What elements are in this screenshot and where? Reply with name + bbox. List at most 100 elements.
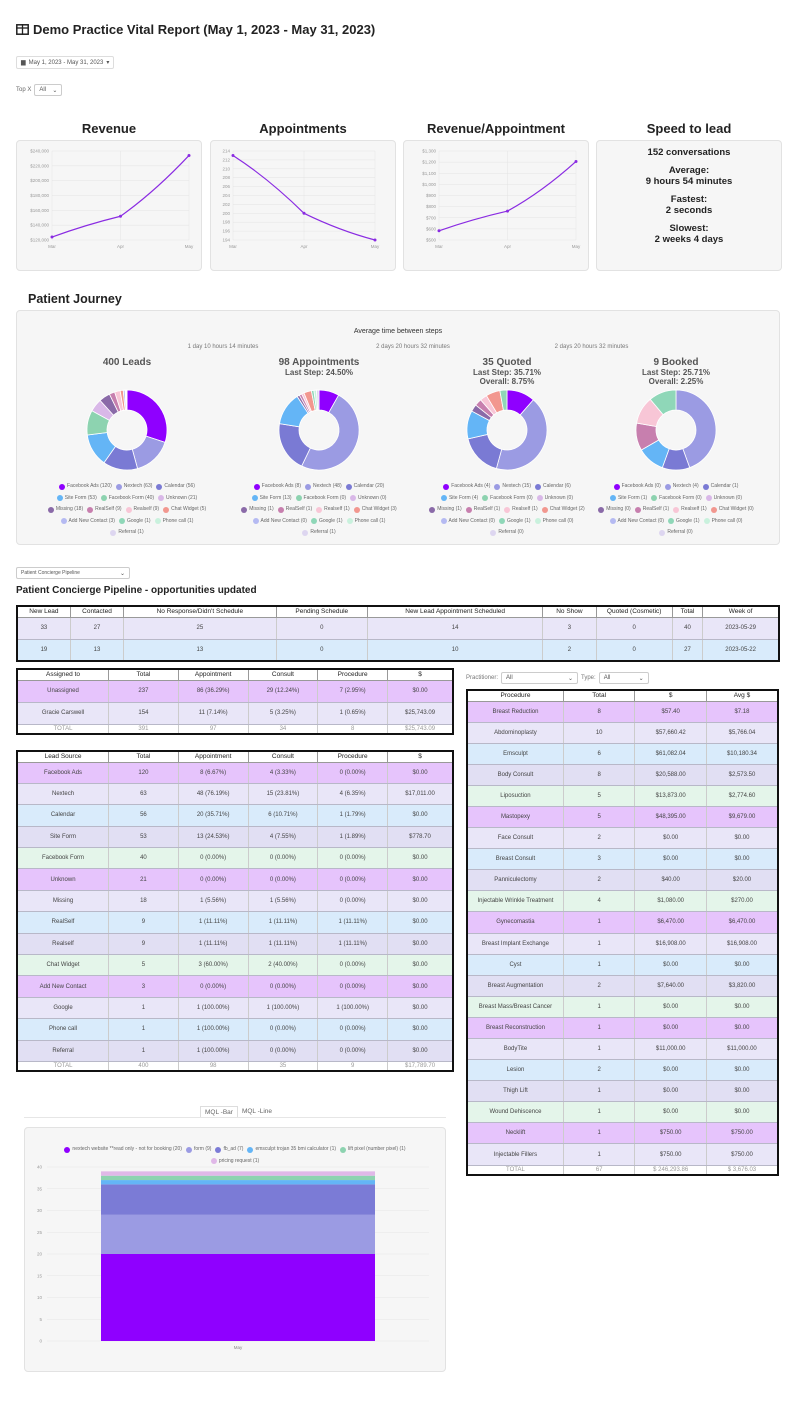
- legend-item[interactable]: Realself (1): [504, 505, 538, 514]
- step-title: 35 Quoted: [482, 357, 532, 368]
- legend-item[interactable]: Missing (18): [47, 505, 83, 514]
- legend-item[interactable]: Facebook Ads (120): [59, 482, 112, 491]
- legend-item[interactable]: Calendar (20): [345, 482, 384, 491]
- legend-item[interactable]: Missing (0): [598, 505, 631, 514]
- legend-item[interactable]: Nextech (15): [494, 482, 531, 491]
- legend-item[interactable]: Nextech (4): [664, 482, 699, 491]
- legend-item[interactable]: Facebook Form (0): [482, 494, 533, 503]
- legend-item[interactable]: Nextech (48): [304, 482, 342, 491]
- table-cell: 5: [562, 806, 636, 829]
- funnel-step: 35 Quoted Last Step: 35.71% Overall: 8.75%…: [412, 357, 602, 540]
- legend-item[interactable]: emsculpt trojan 35 bmi calculator (1): [247, 1145, 336, 1154]
- legend-item[interactable]: lift pixel (number pixel) (1): [340, 1145, 406, 1154]
- legend-item[interactable]: Add New Contact (3): [60, 517, 115, 526]
- legend-item[interactable]: Site Form (13): [251, 494, 292, 503]
- legend-item[interactable]: Add New Contact (0): [609, 517, 664, 526]
- pipeline-select[interactable]: Patient Concierge Pipeline ⌄: [16, 567, 130, 579]
- legend-item[interactable]: Google (1): [118, 517, 151, 526]
- legend-item[interactable]: Facebook Form (0): [651, 494, 702, 503]
- legend-label: Nextech (15): [502, 483, 531, 489]
- legend-item[interactable]: Missing (1): [429, 505, 462, 514]
- legend-item[interactable]: Google (1): [310, 517, 343, 526]
- bar-segment: [101, 1214, 375, 1254]
- legend-item[interactable]: Site Form (53): [56, 494, 97, 503]
- legend-item[interactable]: Unknown (21): [158, 494, 197, 503]
- legend-item[interactable]: Unknown (0): [705, 494, 742, 503]
- legend-item[interactable]: RealSelf (1): [634, 505, 669, 514]
- legend-item[interactable]: fb_ad (7): [215, 1145, 243, 1154]
- table-cell: 1 (11.11%): [317, 911, 389, 934]
- legend-item[interactable]: Referral (1): [302, 528, 336, 537]
- tab-mql-bar[interactable]: MQL -Bar: [200, 1106, 238, 1118]
- legend-item[interactable]: Unknown (0): [350, 494, 386, 503]
- step-overall-pct: Overall: 2.25%: [648, 377, 704, 386]
- legend-item[interactable]: RealSelf (1): [277, 505, 313, 514]
- legend-item[interactable]: Site Form (1): [609, 494, 647, 503]
- legend-item[interactable]: Chat Widget (0): [710, 505, 754, 514]
- legend-label: Referral (0): [667, 529, 693, 535]
- legend-label: Missing (0): [606, 506, 631, 512]
- legend-item[interactable]: Referral (0): [490, 528, 524, 537]
- legend-item[interactable]: Add New Contact (0): [252, 517, 307, 526]
- legend-item[interactable]: Add New Contact (0): [440, 517, 495, 526]
- legend-item[interactable]: Calendar (56): [156, 482, 195, 491]
- legend-item[interactable]: Nextech (63): [115, 482, 152, 491]
- legend-item[interactable]: nextech website **read only - not for bo…: [64, 1145, 182, 1154]
- legend-item[interactable]: RealSelf (1): [465, 505, 500, 514]
- legend-item[interactable]: Facebook Ads (8): [253, 482, 301, 491]
- legend-swatch: [253, 483, 260, 490]
- y-tick-label: $160,000: [30, 208, 49, 213]
- legend-item[interactable]: Chat Widget (3): [353, 505, 397, 514]
- legend-item[interactable]: Calendar (1): [702, 482, 738, 491]
- legend-item[interactable]: Realself (9): [125, 505, 159, 514]
- data-point: [231, 153, 235, 157]
- legend-item[interactable]: Referral (1): [110, 528, 144, 537]
- legend-item[interactable]: Referral (0): [659, 528, 693, 537]
- legend-label: Add New Contact (0): [448, 517, 495, 524]
- practitioner-select[interactable]: All ⌄: [501, 672, 579, 684]
- data-point: [574, 159, 578, 163]
- table-cell: Liposuction: [466, 785, 564, 807]
- legend-item[interactable]: Facebook Ads (0): [613, 482, 661, 491]
- legend-item[interactable]: Realself (1): [673, 505, 707, 514]
- legend-item[interactable]: Realself (1): [316, 505, 350, 514]
- table-cell: 63: [108, 783, 179, 806]
- legend-item[interactable]: pricing request (1): [210, 1157, 259, 1166]
- legend-item[interactable]: Google (1): [667, 517, 700, 526]
- legend-label: Add New Contact (0): [260, 517, 307, 524]
- kpi-line-chart: $500 $600 $700 $800 $900 $1,000 $1,100 $1,200 $1…: [422, 149, 581, 250]
- legend-item[interactable]: Phone call (0): [534, 517, 573, 526]
- legend-item[interactable]: Missing (1): [241, 505, 274, 514]
- legend-item[interactable]: form (9): [185, 1145, 211, 1154]
- table-row: Cyst 1 $0.00 $0.00: [466, 954, 779, 976]
- y-tick-label: 40: [37, 1165, 43, 1170]
- legend-item[interactable]: Calendar (6): [535, 482, 571, 491]
- legend-label: Referral (0): [498, 529, 524, 535]
- legend-item[interactable]: Chat Widget (5): [163, 505, 206, 514]
- date-range-picker[interactable]: ▆ May 1, 2023 - May 31, 2023 ▾: [16, 56, 115, 69]
- legend-swatch: [340, 1146, 347, 1153]
- legend-label: RealSelf (1): [285, 506, 313, 512]
- legend-item[interactable]: Facebook Ads (4): [443, 482, 490, 491]
- type-select[interactable]: All ⌄: [598, 672, 649, 684]
- step-last-pct: Last Step: 25.71%: [641, 368, 711, 377]
- legend-item[interactable]: Facebook Form (40): [100, 494, 154, 503]
- legend-item[interactable]: Phone call (0): [703, 517, 742, 526]
- legend-item[interactable]: Site Form (4): [440, 494, 478, 503]
- patient-journey-title: Patient Journey: [28, 292, 122, 306]
- legend-item[interactable]: RealSelf (9): [87, 505, 122, 514]
- legend-item[interactable]: Facebook Form (0): [295, 494, 346, 503]
- legend-swatch: [59, 483, 66, 490]
- legend-item[interactable]: Unknown (0): [536, 494, 573, 503]
- tab-mql-line[interactable]: MQL -Line: [241, 1108, 273, 1115]
- legend-item[interactable]: Chat Widget (2): [541, 505, 585, 514]
- top-x-select[interactable]: All ⌄: [34, 84, 63, 96]
- legend-item[interactable]: Phone call (1): [346, 517, 385, 526]
- table-cell: $6,470.00: [634, 911, 707, 934]
- table-row: Unknown 21 0 (0.00%) 0 (0.00%) 0 (0.00%) $0.0…: [16, 868, 454, 891]
- column-header: Week of: [702, 605, 780, 618]
- legend-item[interactable]: Phone call (1): [154, 517, 193, 526]
- table-cell: $10,180.34: [705, 743, 779, 765]
- legend-item[interactable]: Google (1): [498, 517, 531, 526]
- table-cell: 1: [562, 1080, 636, 1103]
